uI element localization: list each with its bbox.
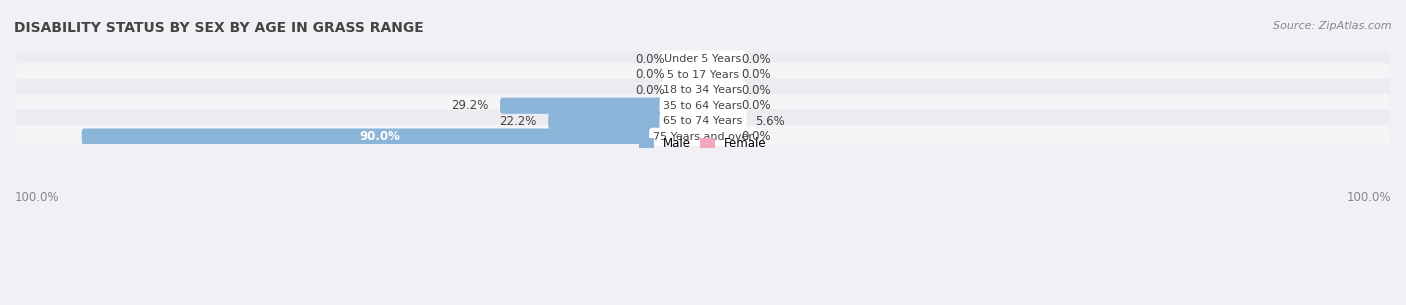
Text: 18 to 34 Years: 18 to 34 Years — [664, 85, 742, 95]
Text: 0.0%: 0.0% — [636, 68, 665, 81]
Text: 29.2%: 29.2% — [451, 99, 488, 112]
FancyBboxPatch shape — [728, 67, 733, 83]
Legend: Male, Female: Male, Female — [634, 133, 772, 155]
FancyBboxPatch shape — [728, 51, 733, 67]
Text: Source: ZipAtlas.com: Source: ZipAtlas.com — [1274, 21, 1392, 31]
Text: 35 to 64 Years: 35 to 64 Years — [664, 101, 742, 111]
Text: 0.0%: 0.0% — [741, 53, 770, 66]
FancyBboxPatch shape — [673, 82, 678, 98]
Text: 75 Years and over: 75 Years and over — [652, 131, 754, 142]
FancyBboxPatch shape — [17, 48, 1389, 71]
FancyBboxPatch shape — [17, 79, 1389, 102]
Text: 5.6%: 5.6% — [755, 115, 785, 128]
Text: 0.0%: 0.0% — [636, 53, 665, 66]
FancyBboxPatch shape — [17, 109, 1389, 133]
Text: 22.2%: 22.2% — [499, 115, 537, 128]
FancyBboxPatch shape — [673, 51, 678, 67]
Text: 0.0%: 0.0% — [741, 130, 770, 143]
FancyBboxPatch shape — [673, 67, 678, 83]
Text: 0.0%: 0.0% — [636, 84, 665, 97]
Text: DISABILITY STATUS BY SEX BY AGE IN GRASS RANGE: DISABILITY STATUS BY SEX BY AGE IN GRASS… — [14, 21, 423, 35]
FancyBboxPatch shape — [728, 113, 744, 129]
FancyBboxPatch shape — [728, 128, 733, 145]
Text: Under 5 Years: Under 5 Years — [665, 54, 741, 64]
Text: 90.0%: 90.0% — [359, 130, 401, 143]
FancyBboxPatch shape — [17, 125, 1389, 148]
FancyBboxPatch shape — [728, 82, 733, 98]
Text: 100.0%: 100.0% — [1347, 191, 1391, 204]
Text: 65 to 74 Years: 65 to 74 Years — [664, 116, 742, 126]
Text: 5 to 17 Years: 5 to 17 Years — [666, 70, 740, 80]
Text: 0.0%: 0.0% — [741, 68, 770, 81]
FancyBboxPatch shape — [82, 128, 678, 145]
Text: 0.0%: 0.0% — [741, 99, 770, 112]
FancyBboxPatch shape — [501, 98, 678, 114]
FancyBboxPatch shape — [17, 94, 1389, 117]
FancyBboxPatch shape — [548, 113, 678, 129]
Text: 0.0%: 0.0% — [741, 84, 770, 97]
FancyBboxPatch shape — [728, 98, 733, 114]
FancyBboxPatch shape — [17, 63, 1389, 86]
Text: 100.0%: 100.0% — [15, 191, 59, 204]
